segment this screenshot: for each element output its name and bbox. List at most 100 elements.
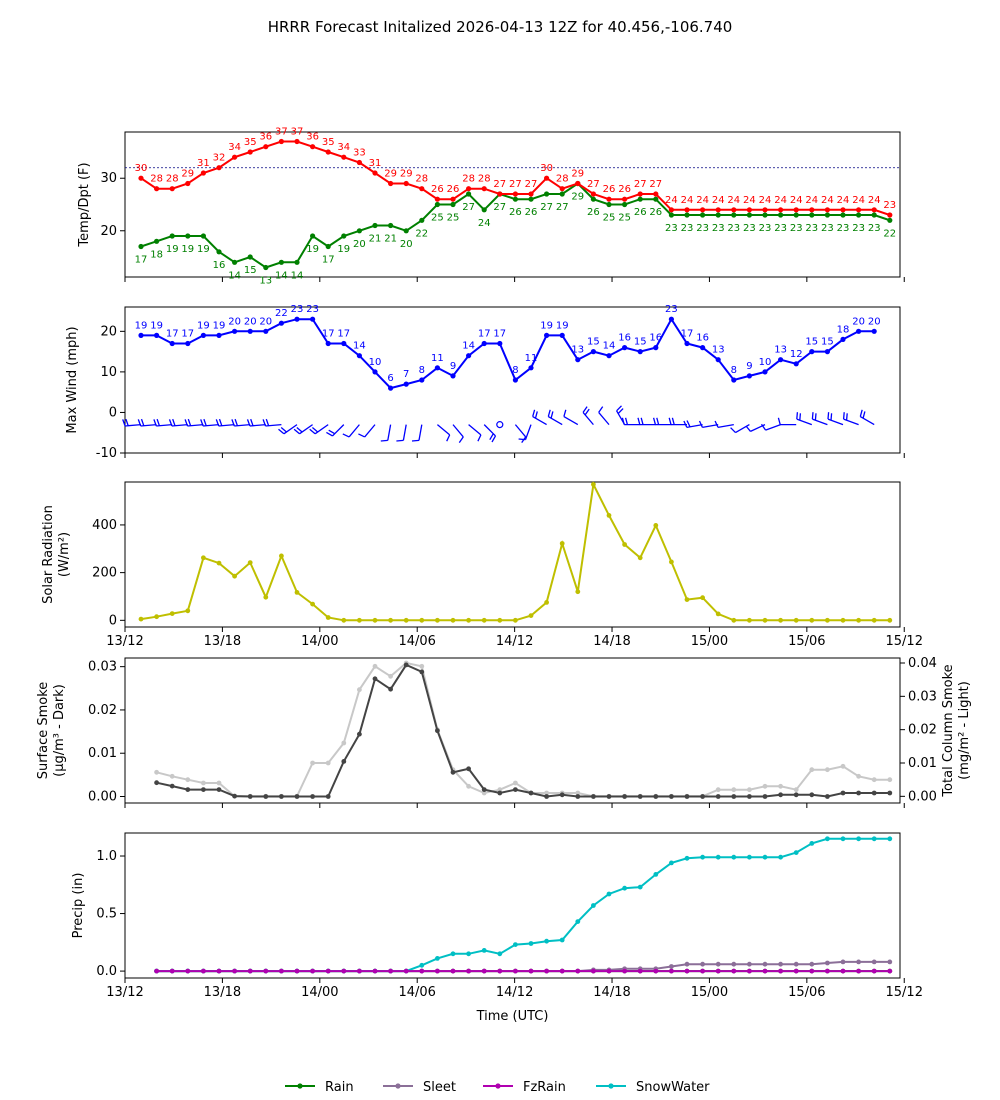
wind-barb-flag: [234, 418, 239, 426]
solar-series-point: [778, 617, 783, 623]
temperature-series-point: [746, 207, 753, 213]
wind-barb-flag: [534, 411, 538, 419]
temperature-series-point: [169, 186, 175, 192]
wind-data-label: 19: [197, 320, 210, 331]
temperature-data-label: 24: [868, 195, 881, 206]
solar-series-point: [747, 617, 752, 623]
wind-data-label: 23: [665, 304, 678, 315]
solar-series-point: [513, 617, 518, 623]
precip-fzrain-series-point: [856, 968, 861, 974]
column-smoke-series-point: [310, 760, 315, 766]
legend-swatch-marker: [395, 1083, 401, 1089]
surface-smoke-series-point: [435, 728, 440, 734]
wind-series-point: [668, 316, 675, 322]
wind-series-point: [528, 365, 534, 371]
surface-smoke-series-point: [419, 669, 425, 675]
wind-barb: [293, 424, 313, 435]
dewpoint-data-label: 27: [540, 202, 553, 213]
wind-barb-shaft: [299, 424, 313, 435]
dewpoint-series-point: [216, 249, 222, 255]
wind-barb-flag: [617, 408, 624, 414]
wind-series-point: [715, 357, 721, 363]
dewpoint-series-point: [668, 212, 675, 218]
precip-fzrain-series-point: [341, 968, 347, 974]
temperature-data-label: 36: [306, 132, 319, 143]
dewpoint-series-point: [434, 201, 440, 208]
temperature-series-point: [590, 191, 597, 197]
legend-label: SnowWater: [636, 1080, 710, 1095]
temperature-data-label: 27: [634, 179, 647, 190]
precip-snowwater-series-point: [419, 962, 425, 968]
x-tick-label: 14/18: [593, 985, 630, 1000]
temperature-data-label: 24: [837, 195, 850, 206]
precip-snowwater-series-point: [528, 941, 534, 946]
wind-barb: [184, 418, 204, 427]
solar-series-point: [606, 513, 612, 518]
dewpoint-data-label: 26: [649, 207, 662, 218]
precip-fzrain-series-point: [513, 968, 518, 974]
precip-snowwater-series-point: [793, 850, 799, 855]
temperature-series-point: [294, 138, 300, 145]
wind-barb-flag: [842, 412, 845, 420]
wind-data-label: 10: [759, 357, 772, 368]
wind-barb-flag: [616, 405, 622, 412]
wind-data-label: 17: [478, 329, 491, 340]
legend-label: Sleet: [423, 1080, 456, 1095]
wind-barb: [811, 412, 828, 426]
wind-barb-flag: [799, 413, 802, 421]
wind-barb-flag: [698, 420, 703, 428]
precip-ylabel: Precip (in): [71, 873, 86, 939]
dewpoint-data-label: 23: [805, 223, 818, 234]
dewpoint-data-label: 27: [556, 202, 569, 213]
wind-series-point: [856, 328, 862, 334]
temperature-data-label: 31: [197, 158, 210, 169]
temperature-series-point: [544, 175, 550, 181]
dewpoint-series-point: [762, 212, 768, 218]
surface-smoke-series-point: [372, 676, 378, 682]
dewpoint-series-point: [294, 259, 300, 265]
temperature-data-label: 33: [353, 147, 366, 158]
x-tick-label: 15/12: [886, 985, 923, 1000]
wind-barb: [122, 418, 142, 427]
wind-barb: [621, 417, 641, 426]
wind-series-point: [294, 316, 300, 322]
wind-data-label: 19: [213, 320, 226, 331]
wind-barb-shaft: [582, 411, 594, 426]
wind-data-label: 15: [821, 337, 834, 348]
wind-data-label: 17: [181, 329, 194, 340]
y-tick-label: 30: [100, 171, 117, 186]
wind-series-point: [154, 332, 160, 338]
wind-barb-flag: [668, 417, 672, 425]
dewpoint-data-label: 19: [337, 244, 350, 255]
legend-swatch-marker: [297, 1083, 303, 1089]
precip-fzrain-series-point: [232, 968, 238, 974]
temperature-data-label: 37: [275, 126, 288, 137]
dewpoint-data-label: 21: [384, 234, 397, 245]
precip-sleet-series-point: [809, 961, 815, 967]
wind-barb: [137, 418, 157, 427]
column-smoke-series-point: [185, 777, 191, 783]
precip-snowwater-series-point: [731, 854, 737, 860]
wind-series-point: [684, 340, 690, 347]
wind-data-label: 20: [852, 316, 865, 327]
solar-series-point: [247, 560, 253, 565]
temperature-data-label: 32: [213, 153, 226, 164]
temperature-series-point: [637, 191, 643, 197]
precip-snowwater-series-point: [715, 854, 721, 860]
solar-series-point: [435, 617, 440, 623]
wind-series-point: [606, 353, 612, 359]
wind-data-label: 12: [790, 349, 803, 360]
dewpoint-data-label: 23: [774, 223, 787, 234]
precip-sleet-series-point: [684, 961, 690, 967]
wind-barb-flag: [730, 427, 736, 434]
temperature-series-point: [762, 207, 768, 213]
wind-barb-flag: [172, 418, 176, 426]
temperature-data-label: 28: [415, 174, 428, 185]
precip-fzrain-series-point: [871, 968, 877, 974]
wind-barb-flag: [563, 409, 567, 417]
dewpoint-series-point: [388, 222, 394, 229]
dewpoint-series-point: [154, 238, 160, 244]
temperature-data-label: 24: [759, 195, 772, 206]
precip-snowwater-series-point: [591, 903, 596, 908]
x-tick-label: 14/12: [496, 634, 533, 649]
